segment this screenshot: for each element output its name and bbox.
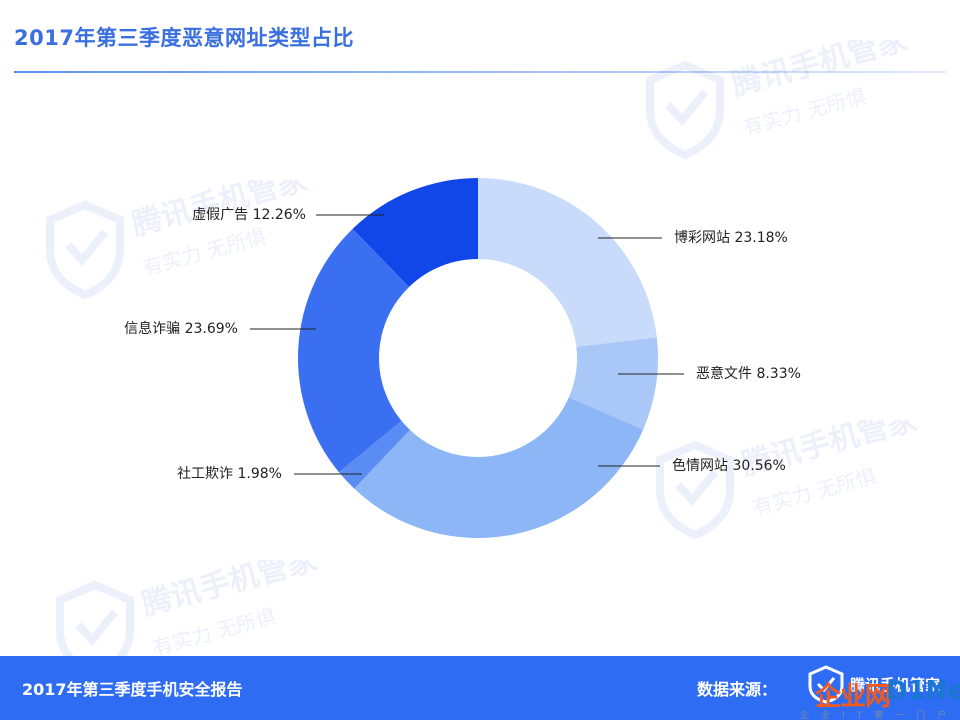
title-divider: [14, 71, 946, 73]
slice-label: 恶意文件 8.33%: [696, 365, 801, 382]
slice-label: 信息诈骗 23.69%: [124, 320, 238, 337]
shield-check-icon: [656, 440, 734, 540]
report-title: 2017年第三季度手机安全报告: [22, 680, 243, 699]
watermark-mid-left: 腾讯手机管家 有实力 无所惧: [46, 180, 311, 300]
donut-chart: 博彩网站 23.18% 恶意文件 8.33% 色情网站 30.56% 社工欺诈 1.9…: [124, 178, 801, 538]
shield-check-icon: [646, 60, 724, 160]
shield-check-icon: [808, 665, 844, 704]
slice-label: 虚假广告 12.26%: [192, 207, 306, 223]
slice-label: 博彩网站 23.18%: [674, 229, 788, 246]
source-label: 数据来源：: [697, 680, 778, 699]
site-mark: 企业网: [815, 682, 891, 712]
donut-slice: [298, 228, 410, 473]
site-brand: D1Net: [886, 676, 960, 706]
source-brand: 腾讯手机管家: [850, 676, 941, 694]
watermark-mid-right: 腾讯手机管家 有实力 无所惧: [656, 420, 921, 540]
slice-label: 社工欺诈 1.98%: [177, 466, 282, 482]
footer-bar: 2017年第三季度手机安全报告 数据来源： 腾讯手机管家: [0, 656, 960, 720]
donut-slice: [352, 178, 478, 287]
site-tagline: 企业IT第一门户: [800, 711, 959, 721]
donut-slice: [354, 397, 644, 538]
watermark-top-right: 腾讯手机管家 有实力 无所惧: [646, 40, 911, 160]
watermark-bottom-left: 腾讯手机管家 有实力 无所惧: [56, 560, 321, 680]
slice-label: 色情网站 30.56%: [672, 457, 786, 474]
donut-slice: [338, 420, 410, 489]
shield-check-icon: [46, 200, 124, 300]
page-title: 2017年第三季度恶意网址类型占比: [14, 26, 354, 50]
donut-slice: [478, 178, 657, 347]
donut-slice: [568, 337, 658, 430]
